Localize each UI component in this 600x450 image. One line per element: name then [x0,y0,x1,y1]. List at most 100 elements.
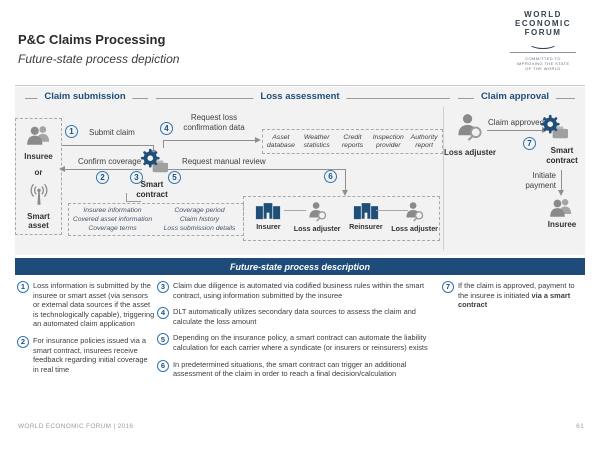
approval-insuree-label: Insuree [547,220,577,229]
person-magnifier-icon [404,201,425,222]
step-2-badge: 2 [96,171,109,184]
description-text: For insurance policies issued via a smar… [33,335,148,374]
footer-source: WORLD ECONOMIC FORUM | 2016 [18,423,134,430]
page-subtitle: Future-state process depiction [18,52,180,66]
description-text: In predetermined situations, the smart c… [173,359,407,379]
request-manual-review-label: Request manual review [182,157,266,166]
arrow-left [59,166,65,172]
assessor-label: Reinsurer [349,222,383,231]
header-divider [15,85,585,86]
step-5-badge: 5 [168,171,181,184]
description-item: 2 For insurance policies issued via a sm… [17,335,155,374]
data-source: Authority report [410,133,438,149]
assessor-label: Insurer [256,222,281,231]
gear-document-icon [538,113,570,141]
smart-asset-label: Smart asset [27,212,50,230]
data-sources-box: Asset database Weather statistics Credit… [262,129,443,154]
connector-line [284,210,306,211]
description-item: 5 Depending on the insurance policy, a s… [157,333,444,352]
assessor-insurer: Insurer [244,201,293,231]
buildings-icon [255,201,281,220]
step-4-badge: 4 [160,122,173,135]
description-column-1: 1 Loss information is submitted by the i… [17,281,155,381]
insuree-label: Insuree [24,152,53,162]
step-7-badge: 7 [442,281,454,293]
confirm-coverage-line [64,169,142,170]
description-item: 7 If the claim is approved, payment to t… [442,281,586,310]
submit-claim-line [153,145,154,151]
phase-line-gap [148,95,156,102]
info-line: Covered asset information [72,216,153,223]
logo-tagline: COMMITTED TO IMPROVING THE STATE OF THE … [516,56,570,71]
step-6-badge: 6 [157,359,169,372]
assessor-loss-adjuster: Loss adjuster [390,201,439,233]
smart-contract-label: Smart contract [136,180,168,199]
description-item: 1 Loss information is submitted by the i… [17,281,155,329]
step-4-badge: 4 [157,307,169,320]
assessor-loss-adjuster: Loss adjuster [293,201,342,233]
arrow-right [255,137,261,143]
manual-review-line [345,169,346,191]
people-icon [548,197,575,218]
person-magnifier-icon [307,201,328,222]
buildings-icon [353,201,379,220]
contract-info-left: Insuree information Covered asset inform… [69,206,156,233]
phase-claim-submission: Claim submission [37,91,133,102]
logo-divider [510,52,576,53]
description-column-2: 3 Claim due diligence is automated via c… [157,281,444,386]
step-5-badge: 5 [157,333,169,346]
step-1-badge: 1 [17,281,29,293]
submit-claim-line [62,145,154,146]
data-source: Asset database [266,133,295,149]
description-text-bold: via a smart contract [458,290,571,310]
description-item: 4 DLT automatically utilizes secondary d… [157,307,444,326]
arrow-down [342,190,348,196]
confirmation-data-line [163,140,164,148]
wef-logo: WORLD ECONOMIC FORUM COMMITTED TO IMPROV… [500,10,586,71]
submit-claim-label: Submit claim [89,128,135,137]
description-column-3: 7 If the claim is approved, payment to t… [442,281,586,317]
initiate-payment-line [561,170,562,191]
info-line: Coverage terms [88,225,137,232]
or-label: or [34,167,43,177]
claim-approved-line [487,130,543,131]
info-line: Claim history [179,216,220,223]
description-text: If the claim is approved, payment to the… [458,281,586,310]
confirmation-data-line [163,140,256,141]
info-line: Insuree information [83,207,142,214]
logo-word: WORLD [524,10,562,19]
logo-arc-icon [529,38,557,49]
smart-contract-info-box: Insuree information Covered asset inform… [68,203,244,236]
claim-approved-label: Claim approved [488,118,545,127]
info-line: Loss submission details [163,225,236,232]
antenna-icon [29,183,49,206]
description-text-part: If the claim is approved, payment to the… [458,281,575,300]
request-loss-confirmation-label: Request loss confirmation data [183,113,245,132]
data-source: Inspection provider [372,133,404,149]
gear-document-icon [138,147,170,175]
assessor-label: Loss adjuster [293,224,341,233]
logo-word: ECONOMIC [515,19,571,28]
phase-line-gap [450,95,458,102]
data-source: Weather statistics [303,133,330,149]
approval-loss-adjuster-label: Loss adjuster [443,148,496,157]
phase-claim-approval: Claim approval [473,91,557,102]
logo-word: FORUM [524,28,562,37]
step-2-badge: 2 [17,335,29,348]
section-separator [443,107,444,250]
step-6-badge: 6 [324,170,337,183]
step-7-badge: 7 [523,137,536,150]
data-source: Credit reports [341,133,364,149]
page-number: 61 [576,423,584,430]
phase-loss-assessment: Loss assessment [253,91,347,102]
manual-review-line [166,169,345,170]
confirm-coverage-label: Confirm coverage [78,157,142,166]
page-title: P&C Claims Processing [18,32,166,47]
initiate-payment-label: Initiate payment [525,171,556,190]
assessor-label: Loss adjuster [391,224,438,233]
info-line: Coverage period [174,207,225,214]
arrow-down [558,190,564,196]
assessor-reinsurer: Reinsurer [342,201,391,231]
step-1-badge: 1 [65,125,78,138]
